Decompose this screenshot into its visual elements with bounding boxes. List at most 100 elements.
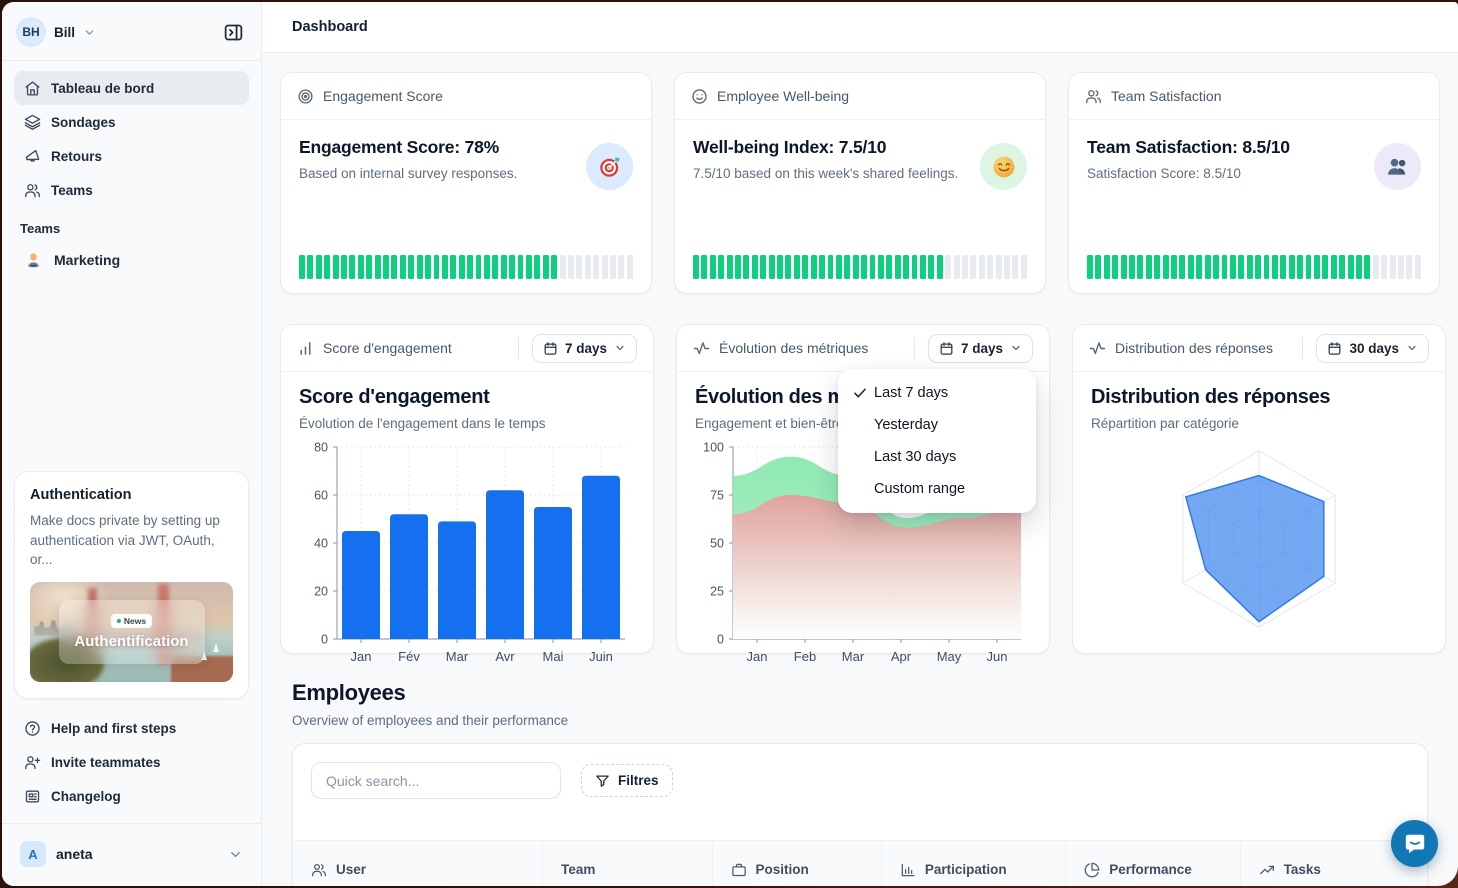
responses-distribution-chart-card: Distribution des réponses 30 days Distri… xyxy=(1072,324,1446,654)
topbar: Dashboard xyxy=(262,2,1458,53)
svg-text:100: 100 xyxy=(703,441,724,455)
sidebar-item-invite-teammates[interactable]: Invite teammates xyxy=(14,745,249,779)
promo-image-label: Authentification xyxy=(74,633,189,650)
progress-segment xyxy=(601,255,608,279)
sidebar-item-retours[interactable]: Retours xyxy=(14,139,249,173)
progress-segment xyxy=(869,255,876,279)
dropdown-item-label: Custom range xyxy=(874,481,966,497)
news-badge-dot xyxy=(116,619,121,623)
column-header-participation[interactable]: Participation xyxy=(880,841,1065,886)
progress-segment xyxy=(1112,255,1119,279)
progress-segment xyxy=(945,255,952,279)
chat-bubble-icon xyxy=(1405,834,1424,853)
sidebar-item-label: Teams xyxy=(51,182,93,198)
divider xyxy=(2,823,261,824)
sidebar-item-label: Tableau de bord xyxy=(51,80,155,96)
stat-card-label: Engagement Score xyxy=(323,88,443,104)
progress-segment xyxy=(584,255,591,279)
progress-segment xyxy=(1145,255,1152,279)
progress-segment xyxy=(1229,255,1236,279)
progress-segment xyxy=(509,255,516,279)
promo-image[interactable]: News Authentification xyxy=(30,582,233,682)
stat-title: Team Satisfaction: 8.5/10 xyxy=(1087,137,1290,157)
column-label: Performance xyxy=(1109,862,1192,877)
column-header-tasks[interactable]: Tasks xyxy=(1239,841,1427,886)
dropdown-item-last-30-days[interactable]: Last 30 days xyxy=(838,441,1036,473)
column-header-performance[interactable]: Performance xyxy=(1065,841,1239,886)
progress-segment xyxy=(827,255,834,279)
stat-card-body: Engagement Score: 78% Based on internal s… xyxy=(281,120,651,198)
briefcase-icon xyxy=(731,862,747,878)
column-header-position[interactable]: Position xyxy=(711,841,881,886)
help-icon xyxy=(24,720,41,737)
progress-segment xyxy=(1129,255,1135,279)
progress-segment xyxy=(936,255,943,279)
team-item-marketing[interactable]: Marketing xyxy=(14,242,249,278)
progress-segment xyxy=(307,255,314,279)
progress-segment xyxy=(433,255,440,279)
chart-card-label: Score d'engagement xyxy=(323,340,452,356)
dropdown-item-last-7-days[interactable]: Last 7 days xyxy=(838,377,1036,409)
sidebar-item-tableau-de-bord[interactable]: Tableau de bord xyxy=(14,71,249,105)
date-range-button[interactable]: 30 days xyxy=(1316,333,1429,363)
progress-segment xyxy=(810,255,817,279)
svg-text:Avr: Avr xyxy=(495,649,515,664)
filters-button[interactable]: Filtres xyxy=(581,764,673,797)
engagement-stat-card: Engagement Score Engagement Score: 78% Bas… xyxy=(280,72,652,294)
sidebar-collapse-button[interactable] xyxy=(219,18,247,46)
dropdown-item-custom-range[interactable]: Custom range xyxy=(838,473,1036,505)
sidebar-item-changelog[interactable]: Changelog xyxy=(14,779,249,813)
progress-segment xyxy=(1271,255,1278,279)
sidebar-item-help-and-first-steps[interactable]: Help and first steps xyxy=(14,711,249,745)
stat-subtitle: 7.5/10 based on this week's shared feeli… xyxy=(693,166,959,181)
progress-segment xyxy=(391,255,398,279)
progress-segment xyxy=(1238,255,1245,279)
dropdown-item-yesterday[interactable]: Yesterday xyxy=(838,409,1036,441)
teams-section-label: Teams xyxy=(20,221,61,236)
segmented-progress-bar xyxy=(693,255,1027,279)
bar-chart-icon xyxy=(297,340,314,357)
progress-segment xyxy=(576,255,583,279)
progress-segment xyxy=(1414,255,1421,279)
date-range-button[interactable]: 7 days xyxy=(531,333,637,363)
sidebar-item-teams[interactable]: Teams xyxy=(14,173,249,207)
sidebar-item-sondages[interactable]: Sondages xyxy=(14,105,249,139)
progress-segment xyxy=(1162,255,1169,279)
column-header-team[interactable]: Team xyxy=(542,841,711,886)
progress-segment xyxy=(1263,255,1270,279)
metrics-evolution-chart-card: Évolution des métriques 7 days Évolution… xyxy=(676,324,1050,664)
progress-segment xyxy=(1204,255,1211,279)
progress-segment xyxy=(425,255,431,279)
progress-segment xyxy=(760,255,767,279)
svg-text:75: 75 xyxy=(710,489,724,503)
chevron-down-icon[interactable] xyxy=(83,26,96,39)
svg-text:Jan: Jan xyxy=(351,649,372,664)
column-label: Participation xyxy=(924,862,1007,877)
progress-segment xyxy=(383,255,389,279)
smile-emoji-icon xyxy=(980,143,1027,190)
workspace-switcher[interactable]: A aneta xyxy=(14,834,249,874)
progress-segment xyxy=(844,255,851,279)
svg-text:Apr: Apr xyxy=(891,649,912,664)
progress-segment xyxy=(894,255,901,279)
stat-title: Engagement Score: 78% xyxy=(299,137,500,157)
svg-text:Fév: Fév xyxy=(398,649,420,664)
svg-text:0: 0 xyxy=(321,633,328,647)
user-avatar[interactable]: BH xyxy=(16,17,46,47)
quick-search-input[interactable] xyxy=(311,762,561,799)
segmented-progress-bar xyxy=(299,255,633,279)
divider xyxy=(2,60,261,61)
progress-segment xyxy=(542,255,549,279)
person-laptop-emoji-icon xyxy=(24,251,43,270)
progress-segment xyxy=(1280,255,1287,279)
activity-pulse-icon xyxy=(1089,340,1106,357)
user-name[interactable]: Bill xyxy=(54,24,76,40)
chart-title: Score d'engagement xyxy=(299,386,490,408)
chat-launcher-button[interactable] xyxy=(1391,820,1438,867)
progress-segment xyxy=(467,255,474,279)
column-header-user[interactable]: User xyxy=(293,841,542,886)
date-range-button[interactable]: 7 days xyxy=(927,333,1033,363)
progress-segment xyxy=(416,255,423,279)
svg-text:0: 0 xyxy=(717,633,724,647)
progress-segment xyxy=(1196,255,1203,279)
